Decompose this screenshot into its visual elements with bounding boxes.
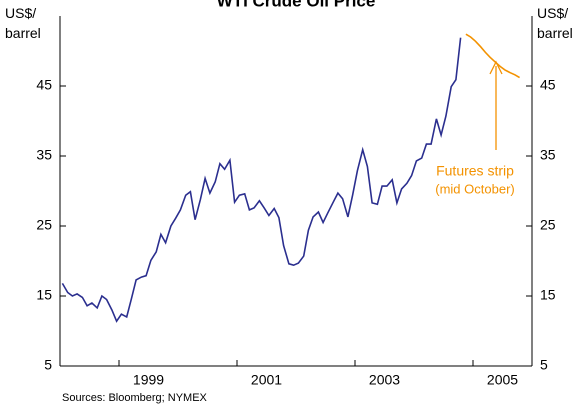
y-tick-label: 35 [36, 147, 52, 163]
y-tick-label: 25 [36, 217, 52, 233]
line-series [465, 33, 521, 79]
x-tick-label: 2001 [251, 372, 282, 388]
chart-title: WTI Crude Oil Price [217, 0, 376, 10]
y2-tick-label: 15 [540, 287, 556, 303]
y-tick-label: 15 [36, 287, 52, 303]
x-tick-label: 2005 [487, 372, 518, 388]
y-tick-label: 5 [44, 357, 52, 373]
line-series [61, 37, 462, 323]
y-tick-label: 45 [36, 77, 52, 93]
y2-tick-label: 25 [540, 217, 556, 233]
y-axis-label: US$/barrel [5, 5, 41, 41]
frame [59, 16, 533, 367]
x-tick-label: 1999 [133, 372, 164, 388]
source-note: Sources: Bloomberg; NYMEX [62, 392, 208, 404]
x-tick-label: 2003 [369, 372, 400, 388]
y2-tick-label: 45 [540, 77, 556, 93]
y2-axis-label: US$/barrel [537, 5, 573, 41]
annotation: Futures strip [436, 163, 514, 179]
y2-tick-label: 5 [540, 357, 548, 373]
annotation: (mid October) [435, 181, 514, 196]
y2-tick-label: 35 [540, 147, 556, 163]
